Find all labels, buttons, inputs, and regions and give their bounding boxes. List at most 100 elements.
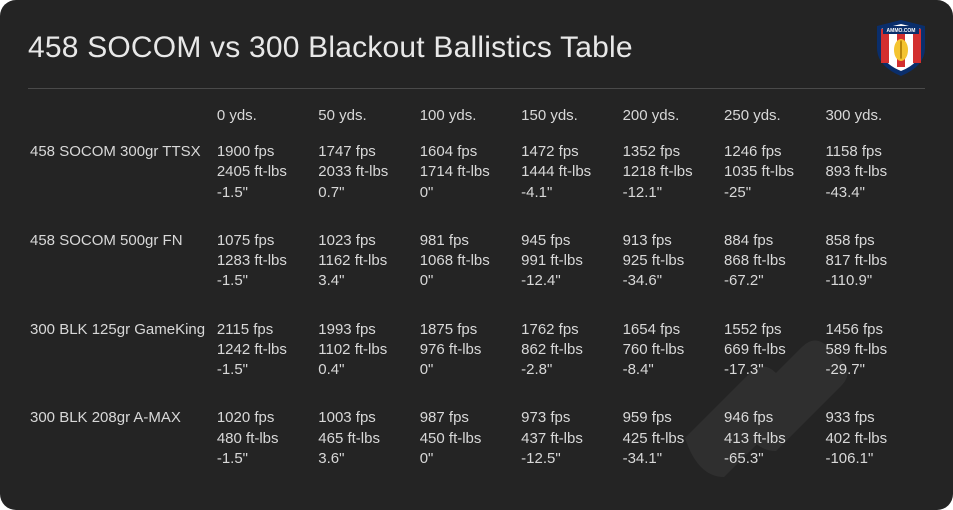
drop-value: -17.3" [724, 360, 821, 380]
velocity-value: 1900 fps [217, 142, 314, 162]
table-row: 300 BLK 208gr A-MAX1020 fps480 ft-lbs-1.… [28, 404, 925, 493]
energy-value: 2405 ft-lbs [217, 162, 314, 182]
table-header-row: 0 yds. 50 yds. 100 yds. 150 yds. 200 yds… [28, 103, 925, 138]
energy-value: 991 ft-lbs [521, 251, 618, 271]
drop-value: -110.9" [825, 271, 923, 291]
col-header: 200 yds. [621, 103, 722, 138]
velocity-value: 1654 fps [623, 320, 720, 340]
col-header: 100 yds. [418, 103, 519, 138]
energy-value: 413 ft-lbs [724, 429, 821, 449]
energy-value: 1102 ft-lbs [318, 340, 415, 360]
data-cell: 1023 fps1162 ft-lbs3.4" [316, 227, 417, 316]
data-cell: 1158 fps893 ft-lbs-43.4" [823, 138, 925, 227]
data-cell: 946 fps413 ft-lbs-65.3" [722, 404, 823, 493]
velocity-value: 1023 fps [318, 231, 415, 251]
velocity-value: 1075 fps [217, 231, 314, 251]
data-cell: 1762 fps862 ft-lbs-2.8" [519, 316, 620, 405]
velocity-value: 973 fps [521, 408, 618, 428]
data-cell: 884 fps868 ft-lbs-67.2" [722, 227, 823, 316]
velocity-value: 945 fps [521, 231, 618, 251]
drop-value: -25" [724, 183, 821, 203]
drop-value: -1.5" [217, 271, 314, 291]
drop-value: -8.4" [623, 360, 720, 380]
velocity-value: 913 fps [623, 231, 720, 251]
velocity-value: 2115 fps [217, 320, 314, 340]
drop-value: 0" [420, 449, 517, 469]
drop-value: -1.5" [217, 183, 314, 203]
velocity-value: 1472 fps [521, 142, 618, 162]
col-header-empty [28, 103, 215, 138]
drop-value: 0" [420, 360, 517, 380]
energy-value: 817 ft-lbs [825, 251, 923, 271]
ballistics-table: 0 yds. 50 yds. 100 yds. 150 yds. 200 yds… [28, 103, 925, 493]
velocity-value: 1993 fps [318, 320, 415, 340]
data-cell: 858 fps817 ft-lbs-110.9" [823, 227, 925, 316]
energy-value: 760 ft-lbs [623, 340, 720, 360]
energy-value: 1068 ft-lbs [420, 251, 517, 271]
velocity-value: 858 fps [825, 231, 923, 251]
energy-value: 1283 ft-lbs [217, 251, 314, 271]
drop-value: 0" [420, 271, 517, 291]
energy-value: 1444 ft-lbs [521, 162, 618, 182]
data-cell: 981 fps1068 ft-lbs0" [418, 227, 519, 316]
velocity-value: 1246 fps [724, 142, 821, 162]
data-cell: 1352 fps1218 ft-lbs-12.1" [621, 138, 722, 227]
energy-value: 868 ft-lbs [724, 251, 821, 271]
energy-value: 925 ft-lbs [623, 251, 720, 271]
energy-value: 589 ft-lbs [825, 340, 923, 360]
energy-value: 437 ft-lbs [521, 429, 618, 449]
energy-value: 893 ft-lbs [825, 162, 923, 182]
drop-value: 0.4" [318, 360, 415, 380]
drop-value: 0" [420, 183, 517, 203]
energy-value: 976 ft-lbs [420, 340, 517, 360]
data-cell: 933 fps402 ft-lbs-106.1" [823, 404, 925, 493]
data-cell: 1604 fps1714 ft-lbs0" [418, 138, 519, 227]
data-cell: 1993 fps1102 ft-lbs0.4" [316, 316, 417, 405]
velocity-value: 981 fps [420, 231, 517, 251]
col-header: 50 yds. [316, 103, 417, 138]
row-label: 300 BLK 125gr GameKing [28, 316, 215, 405]
drop-value: -67.2" [724, 271, 821, 291]
drop-value: -65.3" [724, 449, 821, 469]
drop-value: -2.8" [521, 360, 618, 380]
drop-value: 3.4" [318, 271, 415, 291]
velocity-value: 1875 fps [420, 320, 517, 340]
velocity-value: 1552 fps [724, 320, 821, 340]
energy-value: 1242 ft-lbs [217, 340, 314, 360]
logo-label: AMMO.COM [887, 28, 916, 34]
table-row: 458 SOCOM 500gr FN1075 fps1283 ft-lbs-1.… [28, 227, 925, 316]
drop-value: -1.5" [217, 360, 314, 380]
drop-value: 0.7" [318, 183, 415, 203]
energy-value: 1218 ft-lbs [623, 162, 720, 182]
data-cell: 1020 fps480 ft-lbs-1.5" [215, 404, 316, 493]
velocity-value: 1020 fps [217, 408, 314, 428]
drop-value: 3.6" [318, 449, 415, 469]
col-header: 250 yds. [722, 103, 823, 138]
col-header: 150 yds. [519, 103, 620, 138]
row-label: 300 BLK 208gr A-MAX [28, 404, 215, 493]
data-cell: 959 fps425 ft-lbs-34.1" [621, 404, 722, 493]
energy-value: 450 ft-lbs [420, 429, 517, 449]
velocity-value: 1352 fps [623, 142, 720, 162]
col-header: 0 yds. [215, 103, 316, 138]
drop-value: -1.5" [217, 449, 314, 469]
velocity-value: 1158 fps [825, 142, 923, 162]
drop-value: -12.4" [521, 271, 618, 291]
data-cell: 1075 fps1283 ft-lbs-1.5" [215, 227, 316, 316]
ammo-com-logo-icon: AMMO.COM [877, 20, 925, 76]
table-body: 458 SOCOM 300gr TTSX1900 fps2405 ft-lbs-… [28, 138, 925, 493]
data-cell: 1472 fps1444 ft-lbs-4.1" [519, 138, 620, 227]
data-cell: 1747 fps2033 ft-lbs0.7" [316, 138, 417, 227]
velocity-value: 933 fps [825, 408, 923, 428]
velocity-value: 1003 fps [318, 408, 415, 428]
velocity-value: 1747 fps [318, 142, 415, 162]
drop-value: -34.6" [623, 271, 720, 291]
velocity-value: 959 fps [623, 408, 720, 428]
energy-value: 669 ft-lbs [724, 340, 821, 360]
energy-value: 402 ft-lbs [825, 429, 923, 449]
col-header: 300 yds. [823, 103, 925, 138]
table-row: 300 BLK 125gr GameKing2115 fps1242 ft-lb… [28, 316, 925, 405]
velocity-value: 987 fps [420, 408, 517, 428]
velocity-value: 1762 fps [521, 320, 618, 340]
velocity-value: 884 fps [724, 231, 821, 251]
